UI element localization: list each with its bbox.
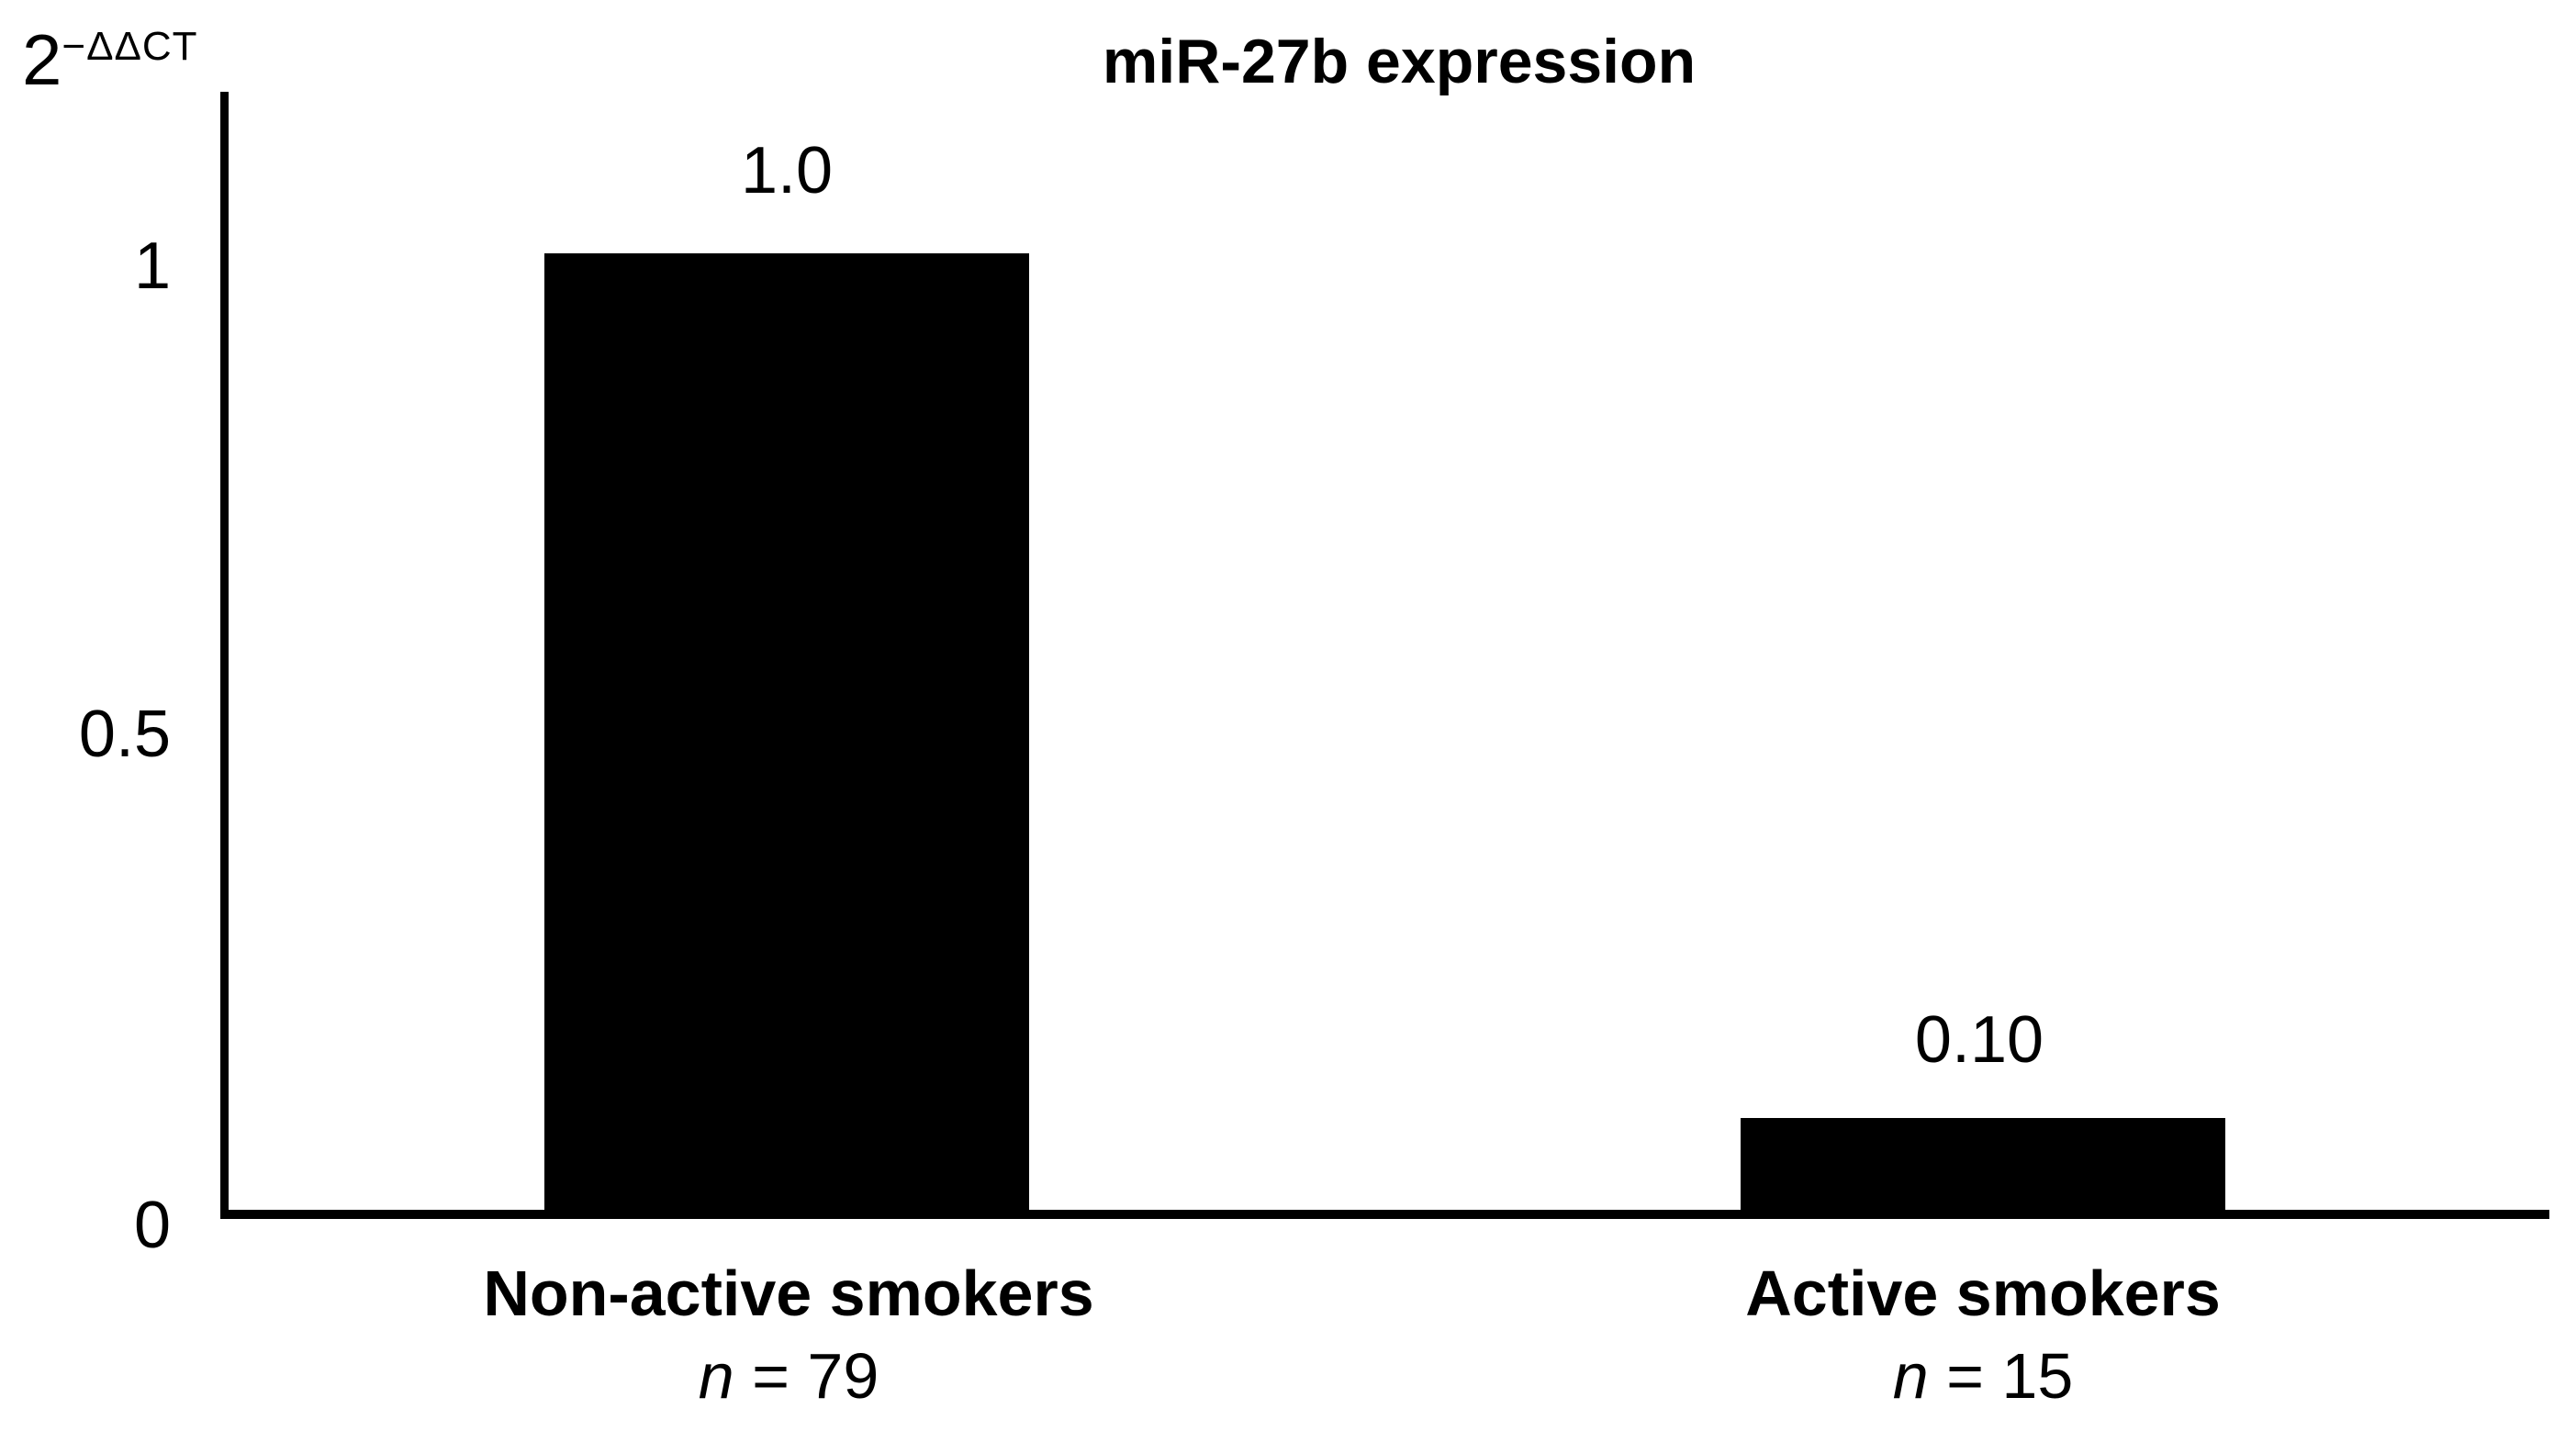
bar-value-label-non-active-smokers: 1.0: [740, 134, 834, 207]
category-sample-size: n = 15: [1745, 1342, 2221, 1410]
category-name: Non-active smokers: [483, 1258, 1094, 1329]
y-axis-unit-exponent: −ΔΔCT: [62, 23, 198, 69]
category-label-non-active-smokers: Non-active smokers n = 79: [483, 1259, 1093, 1410]
y-axis-unit-base: 2: [22, 19, 62, 100]
chart-title: miR-27b expression: [1102, 27, 1697, 96]
bar-non-active-smokers: [544, 253, 1029, 1210]
y-axis-unit-label: 2−ΔΔCT: [22, 24, 198, 95]
category-sample-size: n = 79: [483, 1342, 1093, 1410]
x-axis-line: [220, 1210, 2549, 1219]
bar-value-label-active-smokers: 0.10: [1914, 1003, 2044, 1077]
y-tick-label-1: 1: [133, 229, 171, 303]
n-value-text: = 79: [734, 1340, 879, 1412]
y-tick-label-0_5: 0.5: [78, 698, 171, 771]
n-symbol: n: [1892, 1340, 1929, 1412]
n-symbol: n: [698, 1340, 734, 1412]
y-axis-line: [220, 92, 229, 1219]
category-name: Active smokers: [1745, 1258, 2221, 1329]
n-value-text: = 15: [1928, 1340, 2074, 1412]
bar-active-smokers: [1741, 1118, 2225, 1210]
category-label-active-smokers: Active smokers n = 15: [1745, 1259, 2221, 1410]
y-tick-label-0: 0: [133, 1189, 171, 1262]
